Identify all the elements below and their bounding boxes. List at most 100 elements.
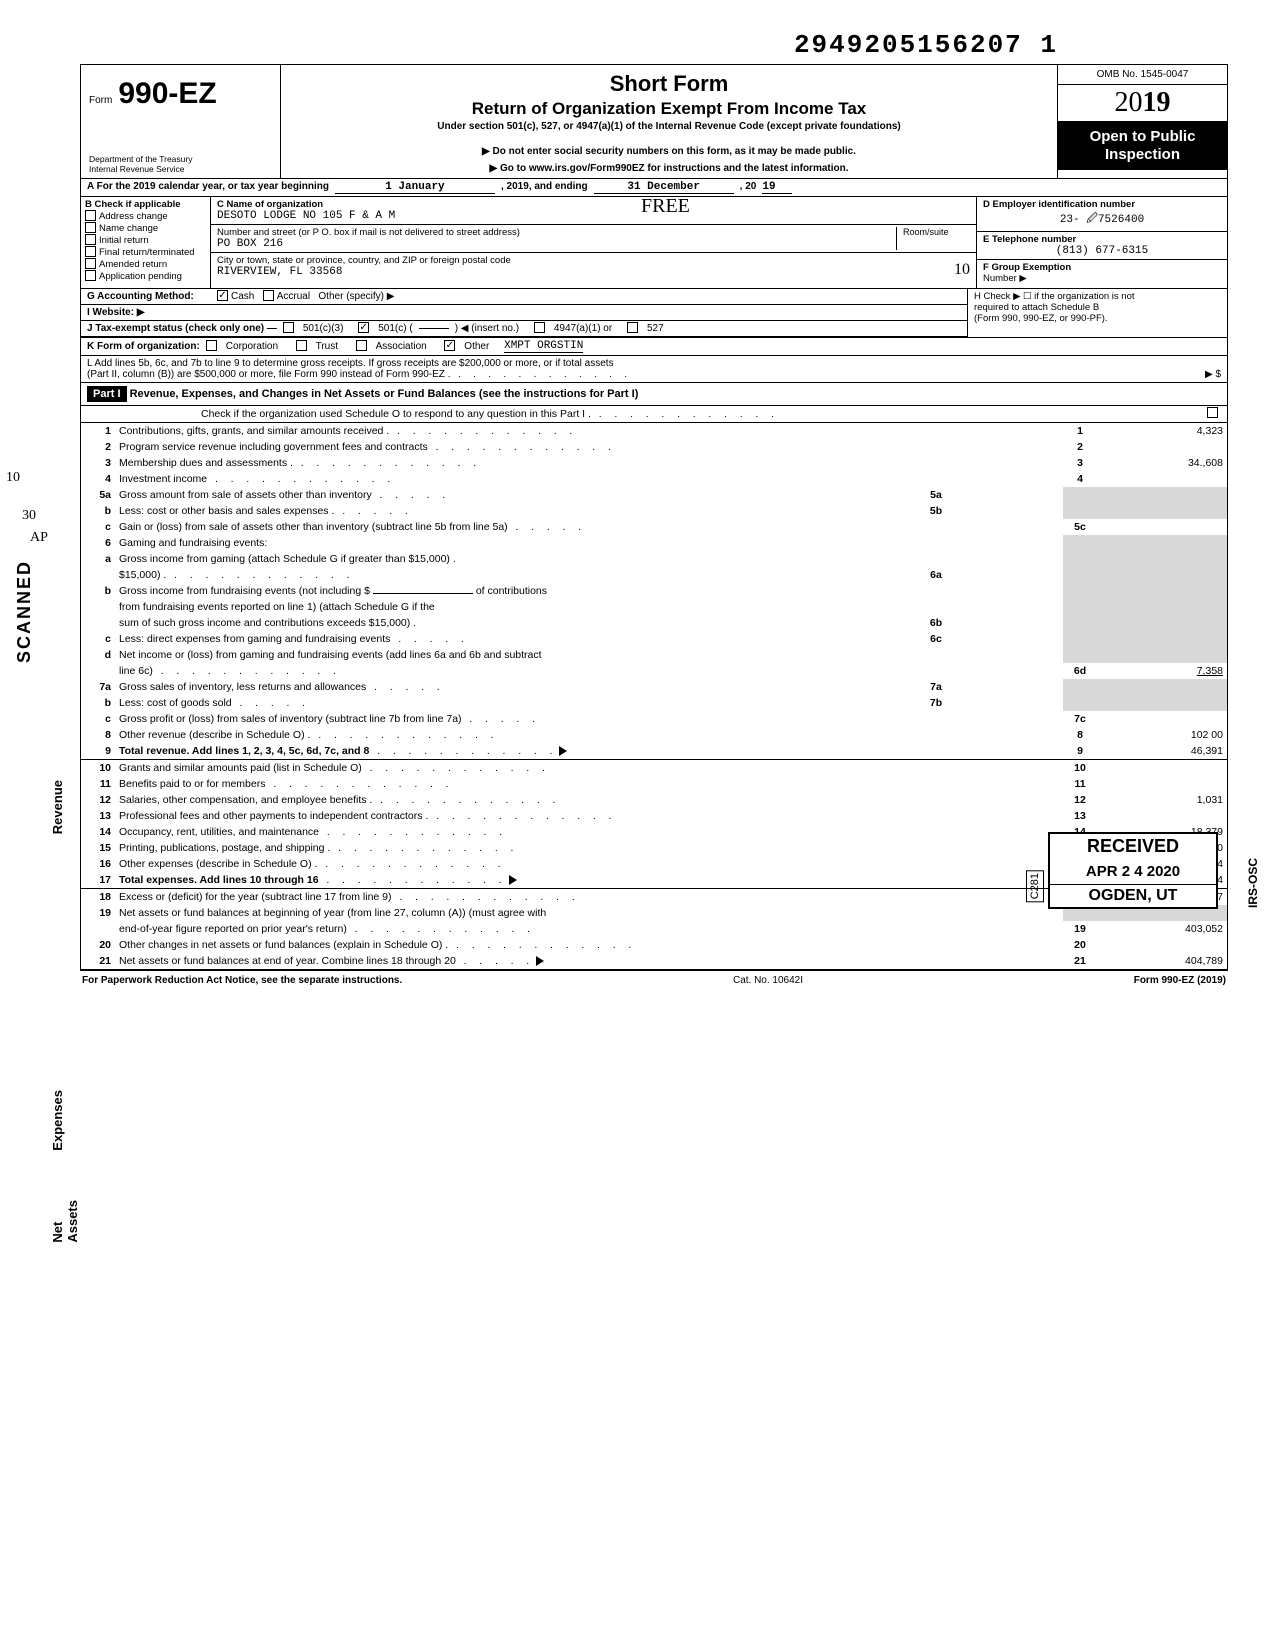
org-name[interactable]: DESOTO LODGE NO 105 F & A M [217,210,970,222]
open-line1: Open to Public [1062,128,1223,146]
a-y20: , 20 [740,181,757,192]
ln-2-val[interactable] [1097,439,1227,455]
ln-7a-inner-val[interactable] [953,679,1063,695]
chk-501c3[interactable] [283,322,294,333]
chk-assoc[interactable] [356,340,367,351]
ln-6a-text: Gross income from gaming (attach Schedul… [115,551,1063,567]
d-label: D Employer identification number [983,199,1221,210]
open-line2: Inspection [1062,146,1223,164]
org-city[interactable]: RIVERVIEW, FL 33568 [217,266,970,278]
c-city-label: City or town, state or province, country… [217,255,970,266]
chk-trust[interactable] [296,340,307,351]
chk-schedule-o[interactable] [1207,407,1218,418]
ln-4-val[interactable] [1097,471,1227,487]
scanned-stamp: SCANNED [14,560,35,663]
ln-18-text: Excess or (deficit) for the year (subtra… [115,889,1063,906]
b-item: Final return/terminated [99,247,195,258]
ln-14-num: 14 [81,824,115,840]
ln-21-val[interactable]: 404,789 [1097,953,1227,970]
chk-corp[interactable] [206,340,217,351]
ein-value[interactable]: 23- 🖉7526400 [983,210,1221,229]
chk-application-pending[interactable] [85,270,96,281]
ln-7b-inner-box: 7b [919,695,953,711]
margin-ap: AP [30,530,48,546]
header-right: OMB No. 1545-0047 2019 Open to Public In… [1057,65,1227,178]
a-end-month[interactable]: 31 December [594,181,734,194]
ln-12-val[interactable]: 1,031 [1097,792,1227,808]
ln-6a-shade2 [1097,551,1227,567]
page-footer: For Paperwork Reduction Act Notice, see … [80,971,1228,986]
ln-8-text: Other revenue (describe in Schedule O) . [115,727,1063,743]
ln-5c-val[interactable] [1097,519,1227,535]
chk-4947[interactable] [534,322,545,333]
arrow-icon [559,746,567,756]
phone-value[interactable]: (813) 677-6315 [983,245,1221,257]
ln-9-val[interactable]: 46,391 [1097,743,1227,760]
ln-6d-val[interactable]: 7,358 [1097,663,1227,679]
ln-5a-inner-val[interactable] [953,487,1063,503]
ln-7a-num: 7a [81,679,115,695]
chk-final-return[interactable] [85,246,96,257]
j-insert-no[interactable] [419,328,449,329]
ln-5b-num: b [81,503,115,519]
ln-20-num: 20 [81,937,115,953]
ln-11-val[interactable] [1097,776,1227,792]
ln-13-box: 13 [1063,808,1097,824]
ln-6c-inner-box: 6c [919,631,953,647]
ln-6b-blank[interactable] [373,593,473,594]
a-label: A For the 2019 calendar year, or tax yea… [87,181,329,192]
a-end-year[interactable]: 19 [762,181,792,194]
ln-6b-num: b [81,583,115,599]
open-to-public: Open to Public Inspection [1058,122,1227,170]
a-begin[interactable]: 1 January [335,181,495,194]
ln-17-num: 17 [81,872,115,889]
ln-6b-inner-val[interactable] [953,615,1063,631]
chk-address-change[interactable] [85,210,96,221]
org-street[interactable]: PO BOX 216 [217,238,970,250]
chk-name-change[interactable] [85,222,96,233]
e-label: E Telephone number [983,234,1221,245]
row-bcdef: B Check if applicable Address change Nam… [81,197,1227,289]
ln-7b-inner-val[interactable] [953,695,1063,711]
h-line1: H Check ▶ ☐ if the organization is not [974,291,1221,302]
j-4947: 4947(a)(1) or [554,323,612,334]
b-item: Name change [99,223,158,234]
ln-6a-inner-box: 6a [919,567,953,583]
ln-6c-inner-val[interactable] [953,631,1063,647]
chk-amended-return[interactable] [85,258,96,269]
ln-10-val[interactable] [1097,760,1227,777]
k-trust: Trust [316,341,338,352]
ln-5b-inner-val[interactable] [953,503,1063,519]
ln-3-val[interactable]: 34.,608 [1097,455,1227,471]
ln-6a-inner-val[interactable] [953,567,1063,583]
chk-501c[interactable]: ✓ [358,322,369,333]
ln-1-val[interactable]: 4,323 [1097,423,1227,439]
j-c3: 501(c)(3) [303,323,344,334]
ln-1-box: 1 [1063,423,1097,439]
k-other-value[interactable]: XMPT ORGSTIN [504,340,583,353]
ln-7b-num: b [81,695,115,711]
g-cash: Cash [231,291,254,302]
chk-cash[interactable]: ✓ [217,290,228,301]
h-line2: required to attach Schedule B [974,302,1221,313]
ln-8-val[interactable]: 102 00 [1097,727,1227,743]
chk-accrual[interactable] [263,290,274,301]
l-line2: (Part II, column (B)) are $500,000 or mo… [87,369,628,380]
ln-21-box: 21 [1063,953,1097,970]
ln-2-box: 2 [1063,439,1097,455]
ln-20-val[interactable] [1097,937,1227,953]
chk-initial-return[interactable] [85,234,96,245]
form-header: Form 990-EZ Department of the Treasury I… [81,65,1227,179]
part1-title: Revenue, Expenses, and Changes in Net As… [130,388,639,400]
b-item: Initial return [99,235,149,246]
ln-8-box: 8 [1063,727,1097,743]
chk-other-org[interactable]: ✓ [444,340,455,351]
received-location: OGDEN, UT [1050,884,1216,907]
ln-13-val[interactable] [1097,808,1227,824]
side-net-assets: Net Assets [50,1200,80,1243]
arrow-icon [509,875,517,885]
chk-527[interactable] [627,322,638,333]
ln-7c-val[interactable] [1097,711,1227,727]
ln-8-num: 8 [81,727,115,743]
ln-19-val[interactable]: 403,052 [1097,921,1227,937]
